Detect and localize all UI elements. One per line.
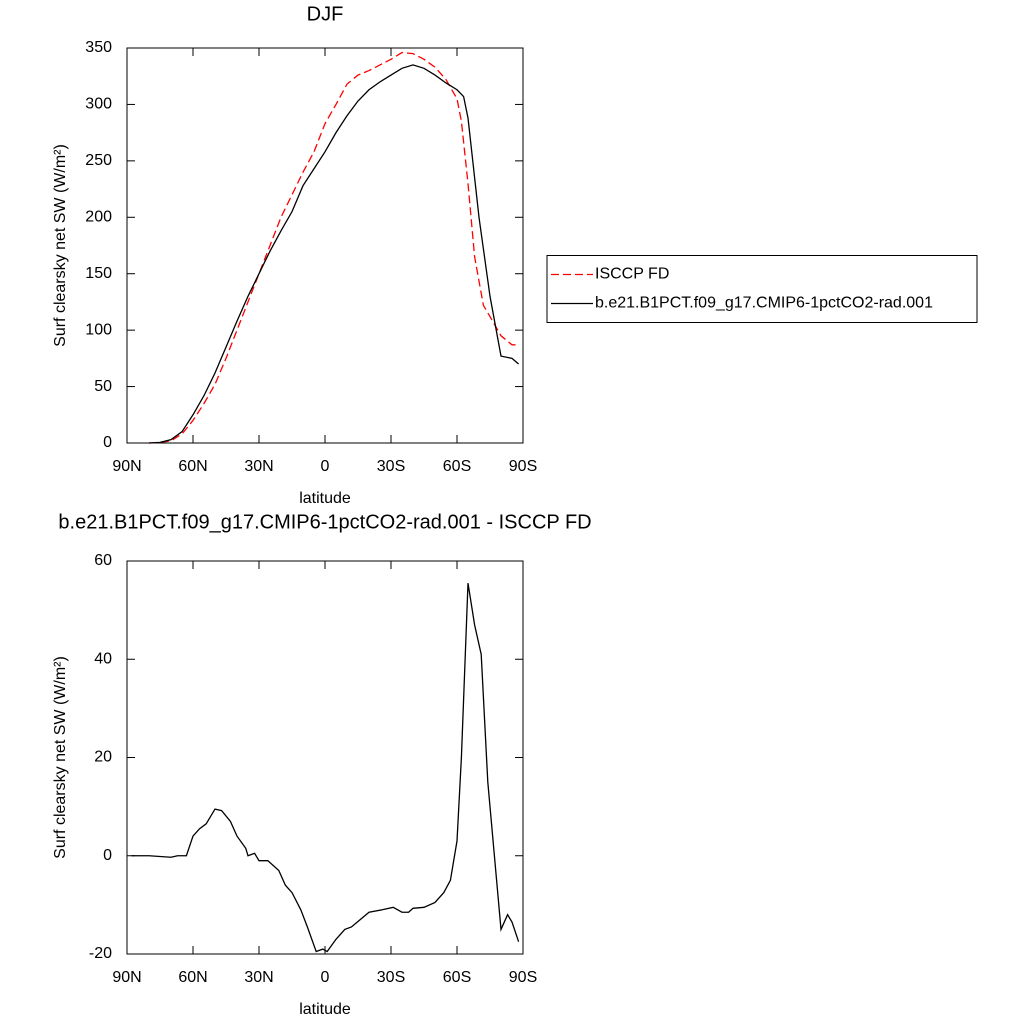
chart-title: DJF	[307, 3, 344, 25]
x-tick-label: 60S	[443, 458, 471, 475]
x-tick-label: 60N	[178, 969, 207, 986]
y-tick-label: 60	[94, 552, 112, 569]
data-line	[148, 64, 520, 444]
data-line	[131, 583, 520, 953]
chart-title: b.e21.B1PCT.f09_g17.CMIP6-1pctCO2-rad.00…	[58, 511, 591, 533]
y-tick-label: 200	[85, 209, 112, 226]
y-axis-label: Surf clearsky net SW (W/m²)	[52, 144, 69, 347]
legend-label: ISCCP FD	[595, 266, 669, 283]
y-tick-label: 250	[85, 152, 112, 169]
y-tick-label: 100	[85, 321, 112, 338]
y-tick-label: 20	[94, 749, 112, 766]
x-axis-label: latitude	[299, 490, 351, 507]
x-tick-label: 90N	[112, 969, 141, 986]
x-tick-label: 30S	[377, 458, 405, 475]
x-tick-label: 90S	[509, 458, 537, 475]
y-tick-label: 50	[94, 378, 112, 395]
y-tick-label: -20	[89, 945, 112, 962]
y-tick-label: 350	[85, 39, 112, 56]
y-axis-label: Surf clearsky net SW (W/m²)	[52, 656, 69, 859]
plot-frame	[126, 47, 524, 444]
x-tick-label: 30N	[244, 458, 273, 475]
y-tick-label: 150	[85, 265, 112, 282]
y-tick-label: 40	[94, 650, 112, 667]
x-tick-label: 60S	[443, 969, 471, 986]
legend-box	[546, 255, 978, 323]
x-tick-label: 60N	[178, 458, 207, 475]
plot-frame	[126, 560, 524, 955]
y-tick-label: 0	[103, 847, 112, 864]
x-axis-label: latitude	[299, 1001, 351, 1018]
data-line	[148, 51, 519, 444]
x-tick-label: 0	[321, 458, 330, 475]
y-tick-label: 300	[85, 96, 112, 113]
x-tick-label: 90N	[112, 458, 141, 475]
x-tick-label: 30S	[377, 969, 405, 986]
x-tick-label: 30N	[244, 969, 273, 986]
y-tick-label: 0	[103, 434, 112, 451]
x-tick-label: 90S	[509, 969, 537, 986]
x-tick-label: 0	[321, 969, 330, 986]
legend-label: b.e21.B1PCT.f09_g17.CMIP6-1pctCO2-rad.00…	[595, 295, 933, 312]
